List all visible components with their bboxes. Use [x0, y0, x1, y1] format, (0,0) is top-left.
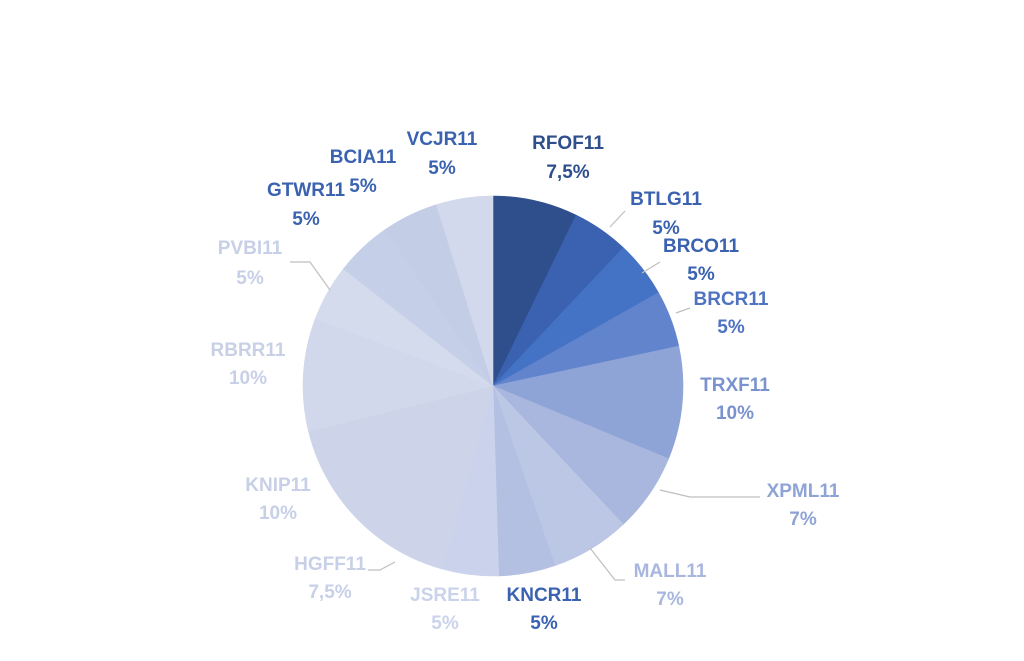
slice-value-jsre11: 5% [431, 613, 459, 634]
pie-slice-knip11 [308, 385, 494, 529]
slice-label-trxf11: TRXF11 [700, 375, 770, 396]
slice-label-btlg11: BTLG11 [630, 189, 702, 210]
slice-label-xpml11: XPML11 [767, 481, 840, 502]
slice-label-jsre11: JSRE11 [410, 585, 480, 606]
slice-value-knip11: 10% [259, 503, 297, 524]
slice-value-rbrr11: 10% [229, 368, 267, 389]
slice-value-rfof11: 7,5% [546, 162, 589, 183]
leader-line-btlg11 [609, 210, 626, 228]
slice-value-mall11: 7% [656, 589, 684, 610]
slice-label-gtwr11: GTWR11 [267, 180, 346, 201]
slice-value-brcr11: 5% [717, 317, 745, 338]
leader-line-mall11 [589, 547, 625, 581]
slice-value-trxf11: 10% [716, 403, 754, 424]
slice-value-xpml11: 7% [789, 509, 817, 530]
slice-label-rbrr11: RBRR11 [211, 340, 286, 361]
slice-label-hgff11: HGFF11 [294, 554, 366, 575]
slice-label-brcr11: BRCR11 [694, 289, 769, 310]
leader-line-hgff11 [368, 561, 396, 571]
leader-line-brcr11 [675, 307, 691, 314]
slice-value-vcjr11: 5% [428, 158, 456, 179]
slice-value-brco11: 5% [687, 264, 715, 285]
leader-line-xpml11 [659, 489, 760, 498]
pie-slice-rbrr11 [302, 318, 495, 432]
slice-label-rfof11: RFOF11 [532, 133, 604, 154]
pie-slice-trxf11 [491, 345, 684, 460]
slice-value-kncr11: 5% [530, 613, 558, 634]
slice-value-gtwr11: 5% [292, 209, 320, 230]
pie-slices [302, 195, 684, 577]
slice-value-hgff11: 7,5% [308, 582, 351, 603]
pie-slice-vcjr11 [436, 195, 494, 387]
slice-label-knip11: KNIP11 [245, 475, 311, 496]
slice-label-bcia11: BCIA11 [330, 147, 397, 168]
slice-label-brco11: BRCO11 [663, 236, 739, 257]
slice-label-pvbi11: PVBI11 [218, 238, 283, 259]
slice-value-pvbi11: 5% [236, 268, 264, 289]
slice-value-bcia11: 5% [349, 176, 377, 197]
slice-label-vcjr11: VCJR11 [407, 129, 478, 150]
slice-labels: RFOF117,5%BTLG115%BRCO115%BRCR115%TRXF11… [211, 129, 840, 634]
leader-line-brco11 [641, 261, 661, 274]
slice-value-btlg11: 5% [652, 218, 680, 239]
slice-label-kncr11: KNCR11 [507, 585, 582, 606]
leader-lines [290, 210, 760, 581]
slice-label-mall11: MALL11 [634, 561, 707, 582]
leader-line-pvbi11 [290, 261, 331, 291]
